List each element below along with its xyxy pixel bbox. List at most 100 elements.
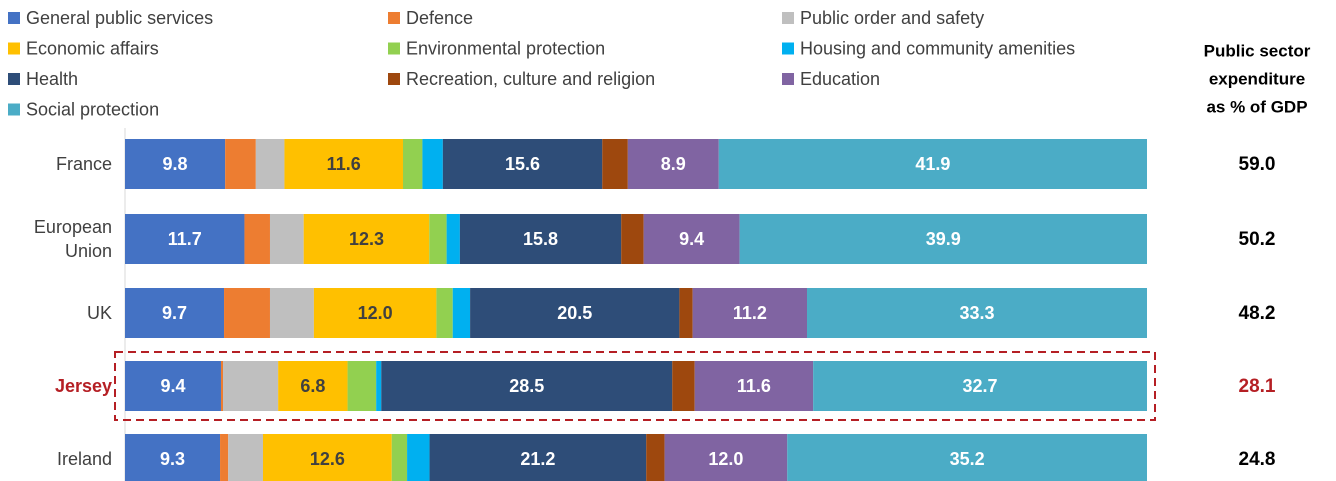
bar-segment [672, 361, 695, 411]
data-label: 9.8 [163, 154, 188, 174]
data-label: 11.6 [737, 376, 771, 396]
bar-segment [692, 288, 808, 338]
legend-swatch [782, 12, 794, 24]
data-label: 8.9 [661, 154, 686, 174]
legend-swatch [8, 12, 20, 24]
bar-segment [407, 434, 430, 481]
bar-segment [452, 288, 471, 338]
bar-segment [125, 434, 221, 481]
data-label: 21.2 [520, 449, 555, 469]
data-label: 11.6 [327, 154, 361, 174]
category-label: France [55, 154, 112, 174]
data-label: 12.0 [708, 449, 743, 469]
legend-swatch [8, 103, 20, 116]
data-label: 9.4 [160, 376, 185, 396]
bar-segment [347, 361, 377, 411]
bar-segment [223, 361, 279, 411]
bar-segment [470, 288, 680, 338]
bar-segment [303, 214, 430, 264]
bar-segment [679, 288, 693, 338]
bar-segment [125, 139, 226, 189]
bar-segment [278, 361, 348, 411]
bar-segment [313, 288, 437, 338]
bar-segment [125, 288, 225, 338]
data-label: 11.7 [168, 229, 202, 249]
data-label: 15.8 [523, 229, 558, 249]
bar-segment [446, 214, 460, 264]
bar-segment [807, 288, 1147, 338]
category-label: Jersey [54, 376, 112, 396]
bar-segment [381, 361, 673, 411]
bar-segment [429, 434, 647, 481]
bar-segment [813, 361, 1147, 411]
legend-swatch [388, 12, 400, 24]
data-label: 28.5 [509, 376, 544, 396]
data-label: 20.5 [557, 303, 592, 323]
gdp-value: 28.1 [1239, 376, 1276, 397]
gdp-value: 50.2 [1239, 229, 1276, 250]
legend-swatch [388, 73, 400, 85]
data-label: 9.4 [679, 229, 704, 249]
bar-segment [225, 139, 256, 189]
bar-segment [739, 214, 1147, 264]
bar-segment [269, 214, 304, 264]
legend-swatch [782, 42, 794, 55]
category-label: Ireland [56, 449, 112, 469]
bar-segment [621, 214, 644, 264]
legend-label: Public order and safety [800, 8, 984, 28]
legend-label: Environmental protection [406, 38, 605, 58]
bar-segment [422, 139, 443, 189]
bar-segment [262, 434, 392, 481]
bar-segment [787, 434, 1147, 481]
legend-label: General public services [26, 8, 213, 28]
legend-swatch [388, 42, 400, 55]
bar-segment [255, 139, 285, 189]
legend-swatch [8, 73, 20, 85]
data-label: 9.3 [160, 449, 185, 469]
data-label: 11.2 [733, 303, 767, 323]
data-label: 35.2 [950, 449, 985, 469]
data-label: 9.7 [162, 303, 187, 323]
bar-segment [244, 214, 270, 264]
legend-label: Economic affairs [26, 38, 159, 58]
legend-label: Health [26, 69, 78, 89]
bar-segment [391, 434, 408, 481]
legend-swatch [782, 73, 794, 85]
bar-segment [228, 434, 263, 481]
bar-segment [459, 214, 622, 264]
bar-segment [284, 139, 403, 189]
legend-label: Housing and community amenities [800, 38, 1075, 58]
category-label: UK [86, 303, 112, 323]
legend-label: Recreation, culture and religion [406, 69, 655, 89]
category-label: European Union [33, 217, 112, 261]
bar-segment [718, 139, 1147, 189]
data-label: 41.9 [915, 154, 950, 174]
bar-segment [220, 361, 224, 411]
data-label: 12.6 [310, 449, 345, 469]
data-label: 6.8 [300, 376, 325, 396]
bar-segment [646, 434, 665, 481]
bar-segment [694, 361, 814, 411]
data-label: 32.7 [963, 376, 998, 396]
gdp-value: 59.0 [1239, 154, 1276, 175]
gdp-value: 48.2 [1239, 303, 1276, 324]
bar-segment [224, 288, 270, 338]
data-label: 39.9 [926, 229, 961, 249]
bar-segment [602, 139, 628, 189]
data-label: 33.3 [959, 303, 994, 323]
bar-segment [436, 288, 453, 338]
bar-segment [442, 139, 603, 189]
gdp-value: 24.8 [1239, 449, 1276, 470]
legend-label: Defence [406, 8, 473, 28]
data-label: 12.3 [349, 229, 384, 249]
data-label: 12.0 [358, 303, 393, 323]
bar-segment [220, 434, 229, 481]
bar-segment [402, 139, 423, 189]
bar-segment [125, 214, 245, 264]
bar-segment [376, 361, 382, 411]
legend-label: Education [800, 69, 880, 89]
gdp-header: Public sector [1204, 41, 1311, 60]
bar-segment [269, 288, 314, 338]
